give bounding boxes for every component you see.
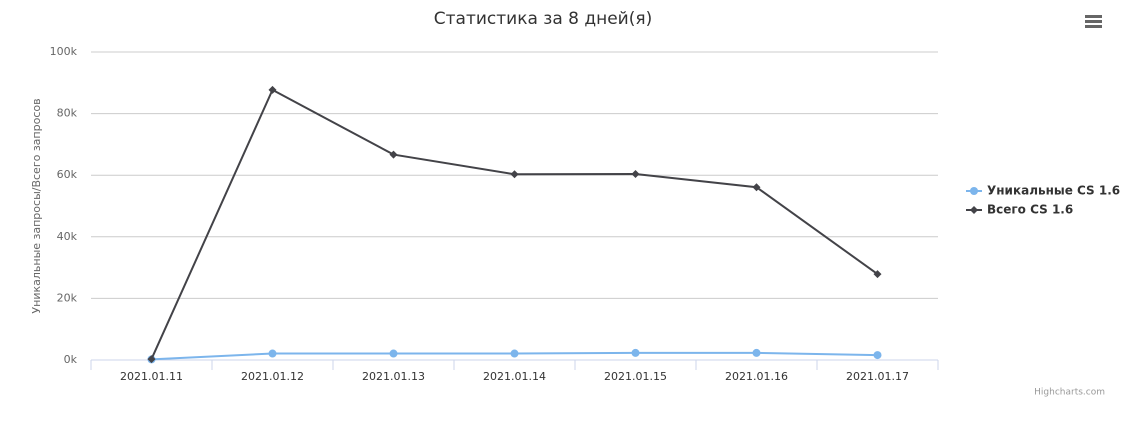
menu-bar [1085,20,1102,23]
legend-label[interactable]: Всего CS 1.6 [987,203,1073,217]
x-tick-label: 2021.01.12 [241,370,304,383]
credits[interactable]: Highcharts.com [1034,388,1105,398]
marker [752,183,761,192]
y-tick-label: 0k [64,353,78,366]
legend-label[interactable]: Уникальные CS 1.6 [987,184,1120,198]
series-line [150,88,879,360]
y-tick-label: 100k [50,45,78,58]
y-tick-label: 20k [57,291,78,304]
menu-button[interactable] [1085,15,1102,28]
legend-marker [970,187,978,195]
x-tick-label: 2021.01.13 [362,370,425,383]
marker [873,270,882,279]
marker [147,355,156,364]
menu-bar [1085,25,1102,28]
x-tick-label: 2021.01.16 [725,370,788,383]
x-tick-label: 2021.01.14 [483,370,546,383]
marker [631,169,640,178]
marker [389,349,398,358]
y-tick-label: 60k [57,168,78,181]
x-tick-label: 2021.01.17 [846,370,909,383]
y-tick-label: 40k [57,230,78,243]
x-tick-label: 2021.01.11 [120,370,183,383]
marker [510,349,519,358]
marker [631,348,640,357]
y-tick-label: 80k [57,107,78,120]
marker [752,348,761,357]
marker [873,351,882,360]
marker [268,349,277,358]
legend-marker [970,206,978,214]
chart-title: Статистика за 8 дней(я) [434,9,652,29]
marker [389,150,398,159]
x-tick-label: 2021.01.15 [604,370,667,383]
marker [268,85,277,94]
menu-bar [1085,15,1102,18]
marker [510,170,519,179]
y-axis-title: Уникальные запросы/Всего запросов [30,98,43,313]
